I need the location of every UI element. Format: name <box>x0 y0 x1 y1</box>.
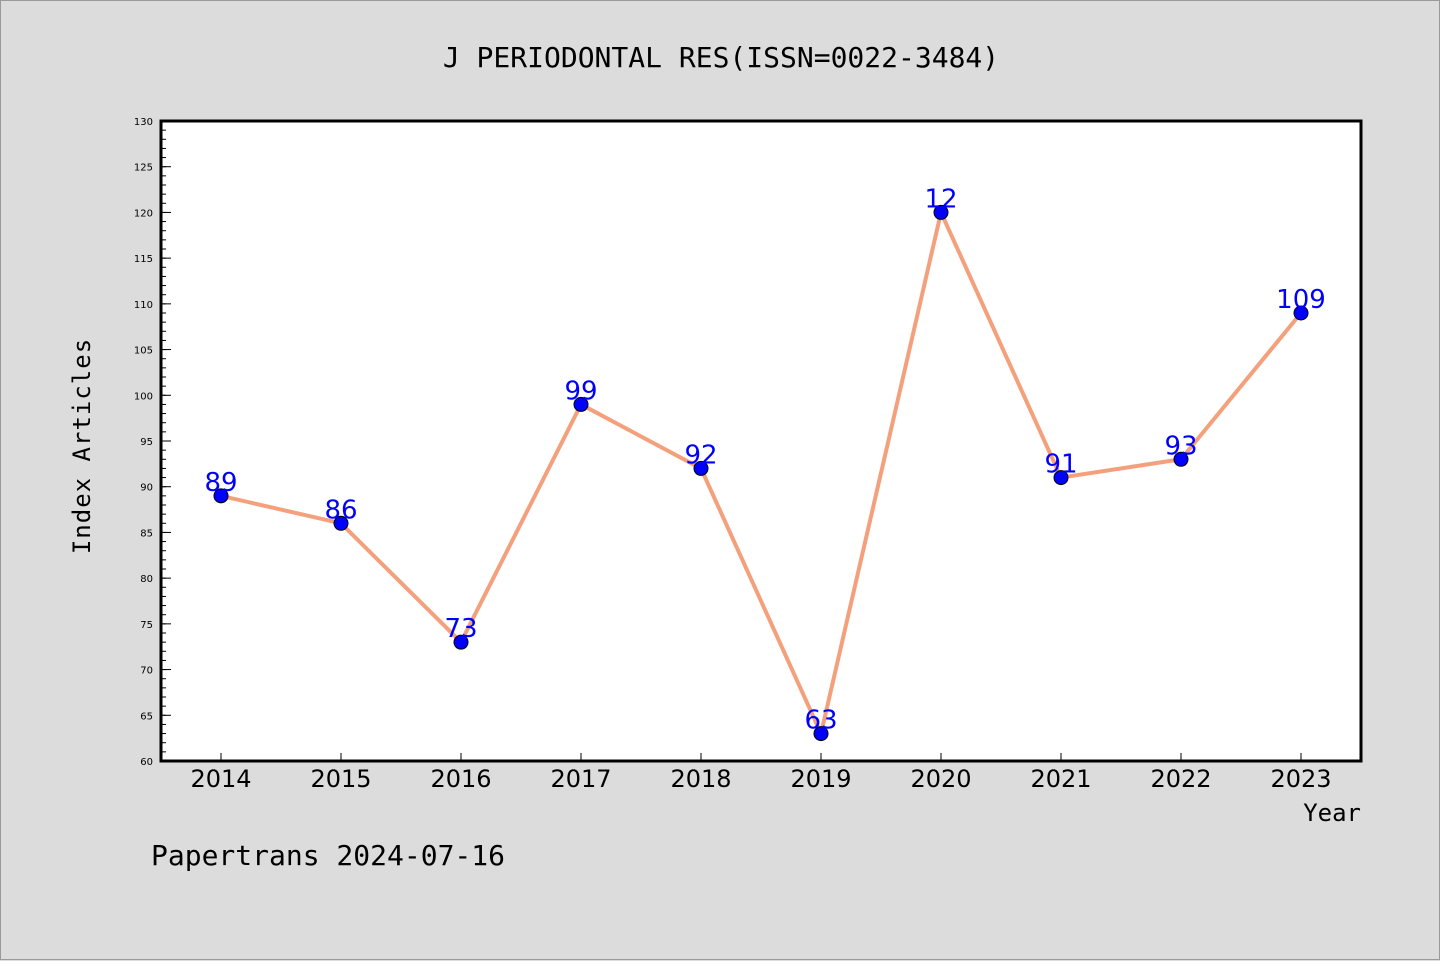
data-label: 89 <box>204 468 237 498</box>
chart-title: J PERIODONTAL RES(ISSN=0022-3484) <box>443 41 999 74</box>
data-point <box>333 515 349 531</box>
series-line <box>220 210 1303 736</box>
data-labels: 89 86 73 99 92 63 12 91 93 109 <box>204 184 1325 735</box>
x-tick-label: 2022 <box>1150 765 1211 793</box>
x-tick-labels: 2014 2015 2016 2017 2018 2019 2020 2021 2022 2023 <box>190 765 1331 793</box>
data-point <box>693 460 709 476</box>
data-label: 92 <box>684 440 717 470</box>
data-point <box>1173 451 1189 467</box>
x-tick-label: 2021 <box>1030 765 1091 793</box>
x-tick-label: 2015 <box>310 765 371 793</box>
data-label: 12 <box>924 184 957 214</box>
data-label: 109 <box>1276 285 1326 315</box>
y-tick-label: 85 <box>140 528 153 539</box>
x-tick-label: 2019 <box>790 765 851 793</box>
y-axis-label: Index Articles <box>68 338 96 554</box>
y-tick-label: 115 <box>134 254 153 265</box>
data-point <box>213 488 229 504</box>
data-point <box>1053 470 1069 486</box>
x-tick-label: 2016 <box>430 765 491 793</box>
x-tick-label: 2018 <box>670 765 731 793</box>
data-label: 63 <box>804 706 837 736</box>
y-tick-label: 110 <box>134 300 153 311</box>
data-point <box>933 204 949 220</box>
x-tick-label: 2023 <box>1270 765 1331 793</box>
y-tick-label: 60 <box>140 757 153 768</box>
data-markers <box>213 204 1309 742</box>
data-label: 99 <box>564 376 597 406</box>
data-label: 93 <box>1164 431 1197 461</box>
y-tick-label: 120 <box>134 208 153 219</box>
y-tick-labels: 60 65 70 75 80 85 90 95 100 105 110 115 120 125 130 <box>134 117 153 768</box>
y-tick-label: 130 <box>134 117 153 128</box>
y-tick-label: 70 <box>140 666 153 677</box>
data-label: 73 <box>444 614 477 644</box>
data-point <box>1293 305 1309 321</box>
x-tick-label: 2020 <box>910 765 971 793</box>
y-tick-label: 75 <box>140 620 153 631</box>
y-tick-label: 100 <box>134 391 153 402</box>
data-point <box>813 726 829 742</box>
data-label: 86 <box>324 495 357 525</box>
y-tick-label: 65 <box>140 711 153 722</box>
data-point <box>573 396 589 412</box>
plot-area <box>161 121 1361 761</box>
y-tick-label: 95 <box>140 437 153 448</box>
y-tick-label: 90 <box>140 483 153 494</box>
data-label: 91 <box>1044 450 1077 480</box>
x-axis-label: Year <box>1303 799 1361 827</box>
y-tick-label: 80 <box>140 574 153 585</box>
footer-text: Papertrans 2024-07-16 <box>151 839 505 872</box>
y-tick-label: 105 <box>134 346 153 357</box>
y-tick-label: 125 <box>134 163 153 174</box>
data-point <box>453 634 469 650</box>
x-tick-label: 2017 <box>550 765 611 793</box>
x-tick-label: 2014 <box>190 765 251 793</box>
plot-frame <box>159 119 1363 763</box>
